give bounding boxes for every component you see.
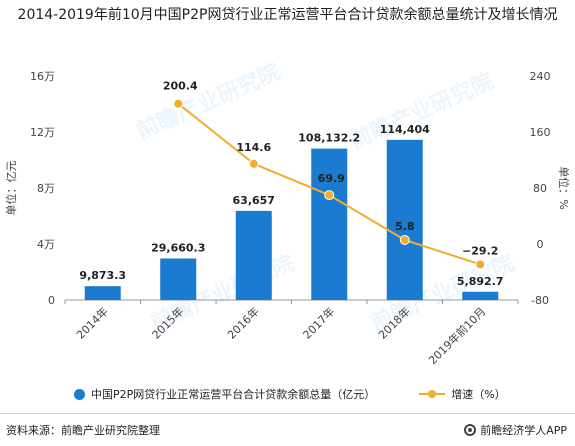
bar-data-label: 63,657 <box>233 194 275 207</box>
y-left-tick-label: 16万 <box>30 70 55 83</box>
x-tick-label: 2019年前10月 <box>425 304 488 367</box>
line-point <box>324 190 335 201</box>
bar <box>84 286 121 300</box>
line-point <box>173 98 184 109</box>
bar-data-label: 29,660.3 <box>151 241 205 254</box>
svg-text:前瞻产业研究院: 前瞻产业研究院 <box>133 59 284 145</box>
bar <box>311 148 348 300</box>
brand-text: 前瞻经济学人APP <box>480 424 567 437</box>
line-point <box>399 234 410 245</box>
legend-item-line: 增速（%） <box>419 386 506 402</box>
line-data-label: 114.6 <box>236 141 271 154</box>
bar <box>462 291 499 300</box>
legend-bar-label: 中国P2P网贷行业正常运营平台合计贷款余额总量（亿元） <box>91 388 376 401</box>
source-text: 资料来源：前瞻产业研究院整理 <box>6 424 160 437</box>
legend-bar-swatch <box>74 388 85 400</box>
line-data-label: 200.4 <box>163 80 198 93</box>
line-data-label: −29.2 <box>462 244 498 257</box>
y-left-axis-title: 单位：亿元 <box>4 161 18 216</box>
bar <box>386 139 423 300</box>
legend-item-bar: 中国P2P网贷行业正常运营平台合计贷款余额总量（亿元） <box>74 386 375 402</box>
bar <box>160 258 197 300</box>
bar-data-label: 5,892.7 <box>457 275 504 288</box>
bar-data-label: 9,873.3 <box>79 269 126 282</box>
brand: 前瞻经济学人APP <box>464 422 567 438</box>
line-point <box>248 158 259 169</box>
footer: 资料来源：前瞻产业研究院整理 前瞻经济学人APP <box>0 413 575 446</box>
x-tick-label: 2017年 <box>300 304 337 341</box>
y-right-tick-label: -80 <box>531 294 549 307</box>
x-tick-label: 2014年 <box>73 304 110 341</box>
y-right-tick-label: 240 <box>530 70 551 83</box>
y-right-tick-label: 80 <box>533 182 547 195</box>
y-left-tick-label: 8万 <box>37 182 55 195</box>
legend: 中国P2P网贷行业正常运营平台合计贷款余额总量（亿元） 增速（%） <box>74 386 550 402</box>
brand-logo-icon <box>464 424 477 436</box>
y-left-tick-label: 0 <box>48 294 55 307</box>
y-right-tick-label: 160 <box>530 126 551 139</box>
y-left-tick-label: 4万 <box>37 238 55 251</box>
legend-line-swatch <box>419 390 446 398</box>
y-right-axis-title: 单位：% <box>557 166 571 209</box>
legend-line-label: 增速（%） <box>451 388 506 401</box>
y-right-tick-label: 0 <box>537 238 544 251</box>
chart-title: 2014-2019年前10月中国P2P网贷行业正常运营平台合计贷款余额总量统计及… <box>17 7 558 23</box>
bar-data-label: 114,404 <box>380 123 430 136</box>
x-tick-label: 2016年 <box>224 304 261 341</box>
bar-data-label: 108,132.2 <box>298 132 360 145</box>
bar <box>235 210 272 300</box>
line-data-label: 5.8 <box>395 220 415 233</box>
line-data-label: 69.9 <box>318 172 345 185</box>
line-point <box>475 259 486 270</box>
y-left-tick-label: 12万 <box>30 126 55 139</box>
